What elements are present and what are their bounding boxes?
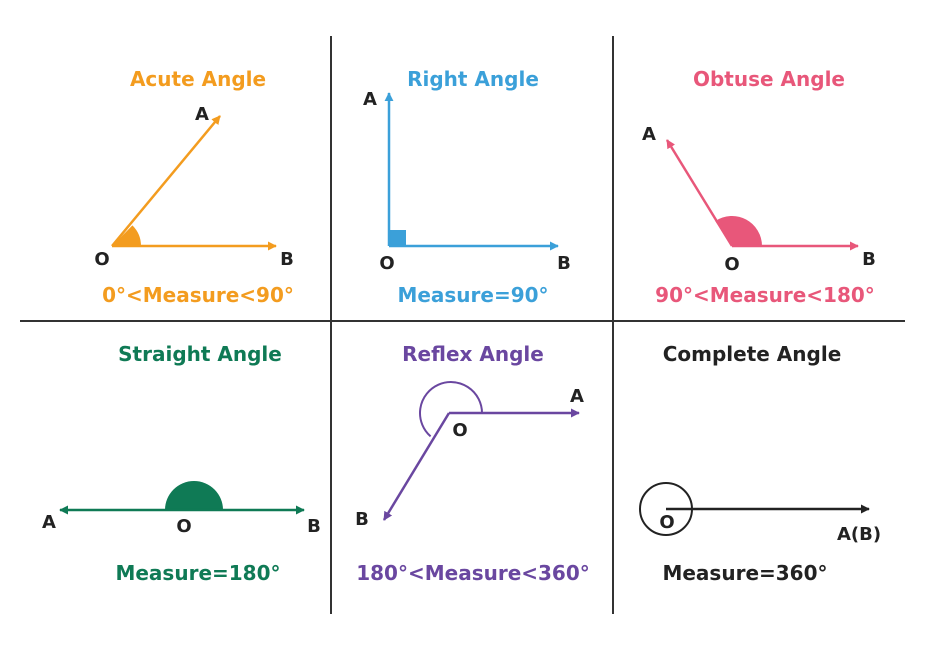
acute-title: Acute Angle (130, 67, 266, 91)
panel-obtuse-angle: Obtuse Angle A O B 90°<Measure<180° (642, 67, 876, 307)
complete-measure: Measure=360° (662, 561, 827, 585)
panel-right-angle: Right Angle A O B Measure=90° (363, 67, 571, 307)
complete-title: Complete Angle (663, 342, 842, 366)
reflex-point-o: O (452, 420, 467, 441)
straight-point-a: A (42, 512, 56, 533)
acute-point-b: B (280, 249, 294, 270)
complete-point-ab: A(B) (837, 524, 881, 545)
panel-acute-angle: Acute Angle A O B 0°<Measure<90° (94, 67, 294, 307)
obtuse-point-b: B (862, 249, 876, 270)
right-point-b: B (557, 253, 571, 274)
right-title: Right Angle (407, 67, 539, 91)
straight-measure: Measure=180° (115, 561, 280, 585)
right-point-o: O (379, 253, 394, 274)
complete-point-o: O (659, 512, 674, 533)
reflex-title: Reflex Angle (402, 342, 544, 366)
acute-angle-wedge (112, 225, 141, 246)
panel-complete-angle: Complete Angle O A(B) Measure=360° (639, 342, 881, 585)
reflex-point-a: A (570, 386, 584, 407)
panel-straight-angle: Straight Angle A O B Measure=180° (42, 342, 321, 585)
grid-dividers (20, 36, 905, 614)
reflex-measure: 180°<Measure<360° (356, 561, 590, 585)
obtuse-measure: 90°<Measure<180° (655, 283, 875, 307)
panel-reflex-angle: Reflex Angle A O B 180°<Measure<360° (355, 342, 590, 585)
acute-point-a: A (195, 104, 209, 125)
obtuse-title: Obtuse Angle (693, 67, 845, 91)
reflex-ray-ob (382, 412, 451, 521)
right-angle-square (390, 230, 406, 246)
right-measure: Measure=90° (397, 283, 548, 307)
acute-measure: 0°<Measure<90° (102, 283, 294, 307)
straight-point-o: O (176, 516, 191, 537)
reflex-point-b: B (355, 509, 369, 530)
obtuse-ray-oa (665, 139, 734, 247)
straight-point-b: B (307, 516, 321, 537)
right-point-a: A (363, 89, 377, 110)
obtuse-point-o: O (724, 254, 739, 275)
obtuse-point-a: A (642, 124, 656, 145)
reflex-angle-arc (419, 381, 483, 438)
straight-angle-wedge (165, 481, 223, 510)
acute-ray-oa (111, 115, 221, 247)
acute-point-o: O (94, 249, 109, 270)
straight-title: Straight Angle (118, 342, 282, 366)
